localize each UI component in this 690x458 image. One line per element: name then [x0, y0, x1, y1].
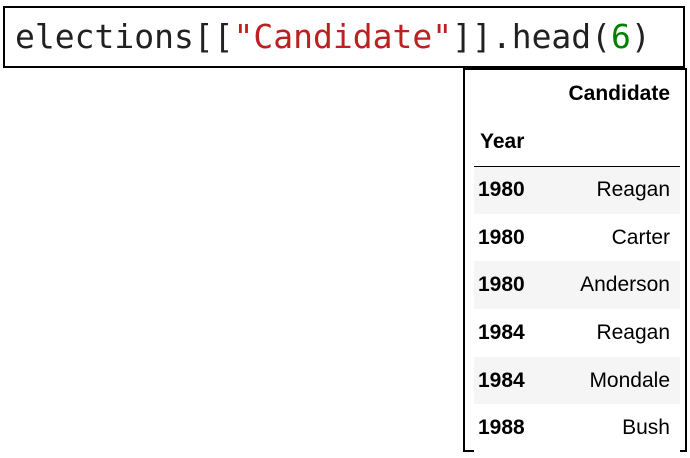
output-area: Candidate Year 1980 Reagan 1980 Carter 1…: [463, 68, 687, 453]
cell-candidate: Carter: [611, 225, 670, 249]
table-row: 1980 Reagan: [474, 166, 680, 214]
code-cell[interactable]: elections[["Candidate"]].head(6): [3, 6, 685, 68]
row-index: 1980: [478, 225, 525, 249]
cell-candidate: Anderson: [580, 273, 670, 297]
table-row: 1984 Mondale: [474, 356, 680, 405]
cell-candidate: Reagan: [596, 178, 670, 202]
code-middle: ]].head(: [452, 17, 612, 56]
row-index: 1984: [478, 368, 525, 392]
row-index: 1984: [478, 320, 525, 344]
cell-candidate: Mondale: [589, 368, 670, 392]
table-row: 1984 Reagan: [474, 309, 680, 357]
code-number-literal: 6: [611, 17, 631, 56]
column-header-candidate: Candidate: [568, 82, 670, 105]
table-row: 1980 Anderson: [474, 261, 680, 310]
index-name-spacer: [542, 118, 680, 167]
table-row: 1980 Carter: [474, 213, 680, 262]
cell-candidate: Bush: [622, 416, 670, 440]
code-string-literal: "Candidate": [233, 17, 453, 56]
cell-candidate: Reagan: [596, 320, 670, 344]
code-prefix: elections[[: [15, 17, 234, 56]
column-header-row: Candidate: [474, 70, 680, 118]
row-index: 1980: [478, 178, 525, 202]
row-index: 1980: [478, 273, 525, 297]
index-name-year: Year: [474, 118, 543, 167]
table-row: 1988 Bush: [474, 404, 680, 453]
dataframe-table: Candidate Year 1980 Reagan 1980 Carter 1…: [474, 70, 680, 453]
code-suffix: ): [630, 17, 651, 56]
row-index: 1988: [478, 416, 525, 440]
index-name-row: Year: [474, 118, 680, 167]
header-corner: [474, 70, 543, 118]
